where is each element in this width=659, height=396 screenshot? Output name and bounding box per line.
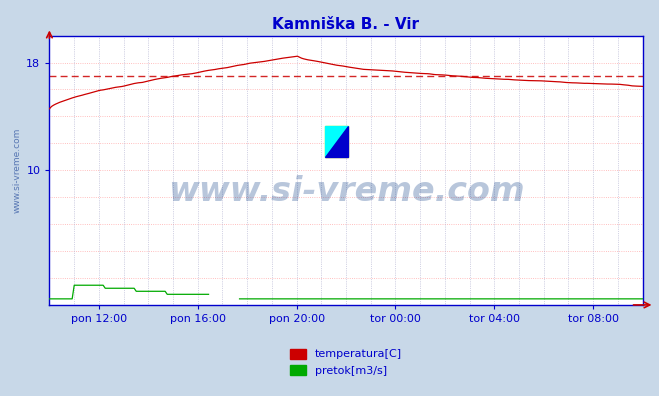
Text: www.si-vreme.com: www.si-vreme.com	[13, 128, 21, 213]
Bar	[326, 126, 348, 157]
Title: Kamniška B. - Vir: Kamniška B. - Vir	[272, 17, 420, 32]
Legend: temperatura[C], pretok[m3/s]: temperatura[C], pretok[m3/s]	[285, 344, 407, 380]
Polygon shape	[326, 126, 348, 157]
Polygon shape	[326, 126, 348, 157]
Text: www.si-vreme.com: www.si-vreme.com	[167, 175, 525, 208]
